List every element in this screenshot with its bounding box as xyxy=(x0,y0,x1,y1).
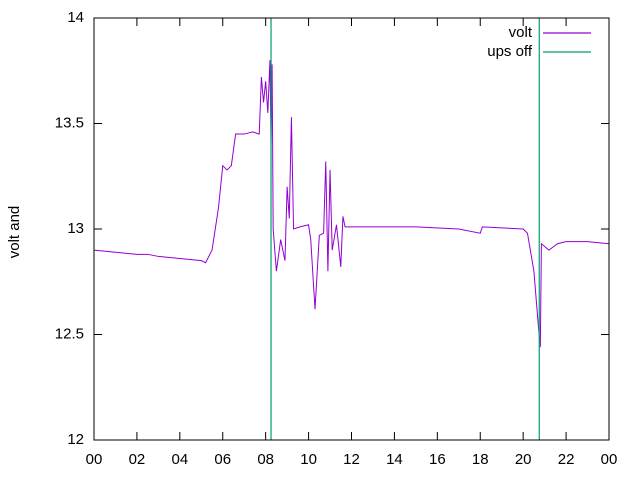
x-tick-label: 10 xyxy=(300,451,317,468)
y-tick-label: 13.5 xyxy=(55,114,84,131)
data-line xyxy=(93,60,610,348)
x-tick-label: 02 xyxy=(129,451,146,468)
x-tick-label: 00 xyxy=(601,451,618,468)
x-tick-label: 08 xyxy=(257,451,274,468)
y-axis-label: volt and xyxy=(6,206,23,259)
y-tick-label: 12 xyxy=(67,431,84,448)
x-tick-label: 20 xyxy=(515,451,532,468)
y-tick-label: 14 xyxy=(67,9,84,26)
x-tick-label: 14 xyxy=(386,451,403,468)
x-tick-label: 06 xyxy=(214,451,231,468)
x-tick-label: 04 xyxy=(171,451,188,468)
x-tick-label: 18 xyxy=(472,451,489,468)
plot-frame xyxy=(93,17,610,441)
y-tick-label: 13 xyxy=(67,220,84,237)
y-tick-label: 12.5 xyxy=(55,325,84,342)
x-tick-label: 00 xyxy=(86,451,103,468)
x-tick-label: 22 xyxy=(558,451,575,468)
x-tick-label: 16 xyxy=(429,451,446,468)
x-tick-label: 12 xyxy=(343,451,360,468)
legend-label: volt xyxy=(509,24,533,41)
legend-label: ups off xyxy=(487,43,533,60)
